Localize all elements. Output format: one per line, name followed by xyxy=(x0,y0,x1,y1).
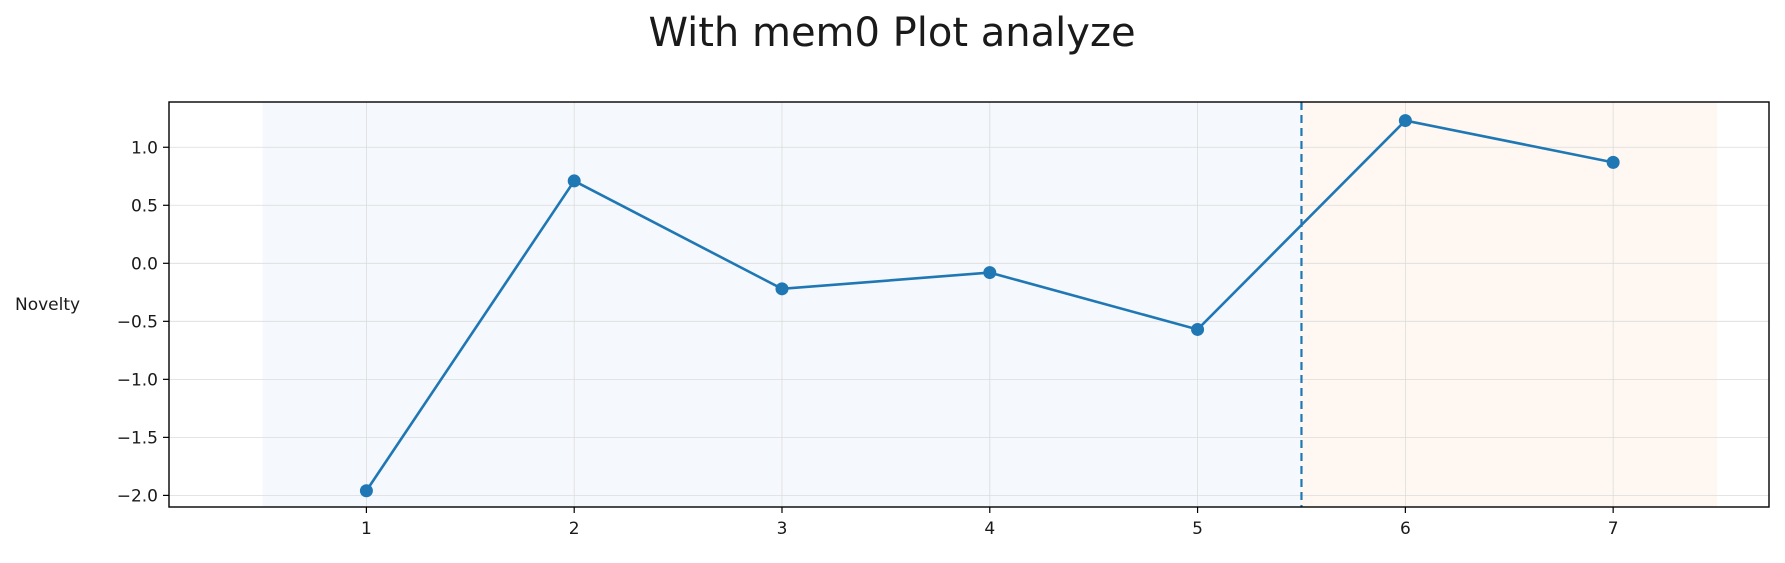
data-point xyxy=(775,282,789,296)
data-point xyxy=(1606,155,1620,169)
chart-title: With mem0 Plot analyze xyxy=(648,10,1135,56)
data-point xyxy=(1398,114,1412,128)
y-tick-label: −1.5 xyxy=(117,428,158,448)
data-point xyxy=(1191,322,1205,336)
y-axis-label: Novelty xyxy=(15,295,80,315)
x-tick-label: 2 xyxy=(569,519,580,539)
x-tick-label: 1 xyxy=(361,519,372,539)
plot-area: 1 2 3 4 5 6 7 1.0 0.5 0.0 −0.5 −1.0 −1.5 −2.0 xyxy=(117,101,1770,539)
y-tick-label: 0.0 xyxy=(131,254,158,274)
data-point xyxy=(983,266,997,280)
data-point xyxy=(359,484,373,498)
x-tick-label: 6 xyxy=(1400,519,1411,539)
y-tick-label: −1.0 xyxy=(117,370,158,390)
data-point xyxy=(567,174,581,188)
y-tick-label: 0.5 xyxy=(131,196,158,216)
y-tick-label: −2.0 xyxy=(117,486,158,506)
y-tick-label: 1.0 xyxy=(131,138,158,158)
x-tick-label: 4 xyxy=(984,519,995,539)
y-tick-label: −0.5 xyxy=(117,312,158,332)
x-tick-label: 3 xyxy=(777,519,788,539)
plot-frame xyxy=(168,101,1770,508)
x-tick-label: 7 xyxy=(1608,519,1619,539)
x-tick-label: 5 xyxy=(1192,519,1203,539)
shaded-region-2 xyxy=(1301,102,1718,507)
